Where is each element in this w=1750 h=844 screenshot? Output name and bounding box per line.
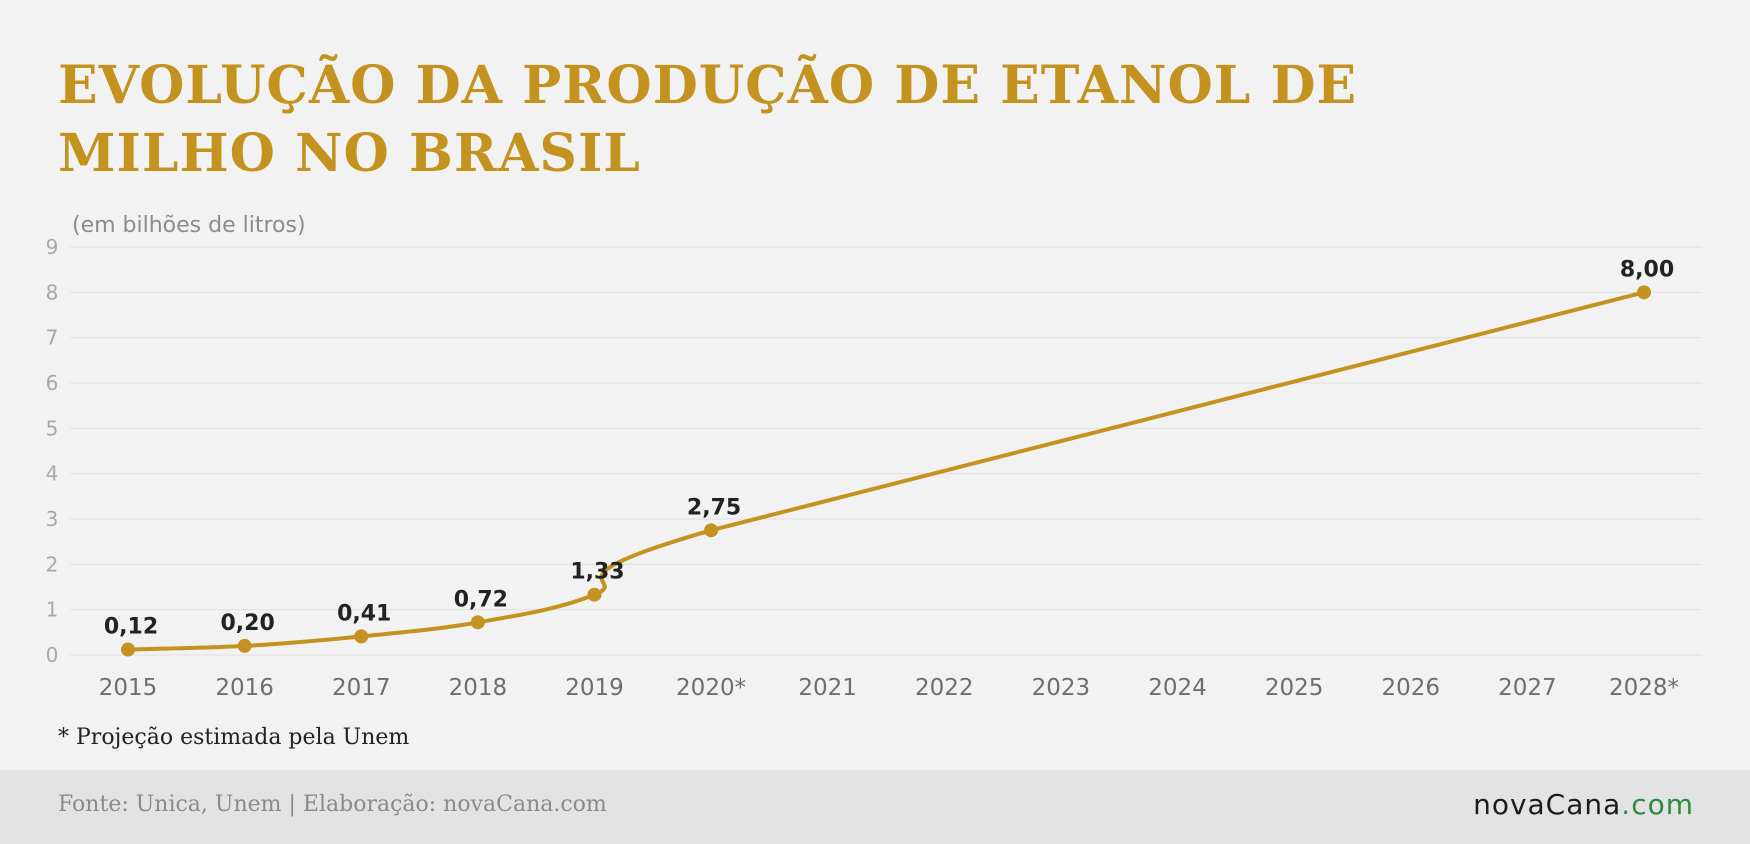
x-tick-label: 2025 bbox=[1265, 675, 1324, 701]
x-tick-label: 2023 bbox=[1032, 675, 1091, 701]
y-tick-label: 1 bbox=[46, 598, 59, 622]
data-point bbox=[121, 642, 135, 657]
grid-lines bbox=[70, 246, 1702, 656]
x-tick-label: 2015 bbox=[99, 675, 158, 701]
data-points bbox=[121, 285, 1651, 657]
x-tick-label: 2026 bbox=[1381, 675, 1440, 701]
source-text: Fonte: Unica, Unem | Elaboração: novaCan… bbox=[58, 792, 607, 817]
y-tick-label: 7 bbox=[46, 326, 59, 350]
logo-suffix: .com bbox=[1621, 788, 1694, 821]
data-labels: 0,12 0,20 0,41 0,72 1,33 2,75 8,00 bbox=[104, 257, 1674, 639]
x-tick-label: 2016 bbox=[215, 675, 274, 701]
y-tick-label: 3 bbox=[46, 507, 59, 531]
data-point bbox=[237, 638, 252, 653]
x-tick-label: 2020* bbox=[676, 675, 746, 701]
data-label: 0,72 bbox=[454, 587, 508, 612]
data-point bbox=[470, 615, 485, 630]
y-tick-label: 4 bbox=[46, 462, 59, 486]
data-label: 0,20 bbox=[220, 611, 274, 636]
data-label: 0,12 bbox=[104, 615, 158, 640]
y-tick-label: 2 bbox=[46, 552, 59, 576]
x-tick-label: 2027 bbox=[1498, 675, 1557, 701]
x-tick-label: 2024 bbox=[1148, 675, 1207, 701]
y-tick-label: 9 bbox=[46, 235, 59, 259]
y-tick-label: 5 bbox=[46, 416, 59, 440]
data-point bbox=[587, 587, 602, 602]
data-point bbox=[704, 523, 719, 538]
data-label: 8,00 bbox=[1620, 257, 1674, 282]
x-tick-label: 2022 bbox=[915, 675, 974, 701]
x-axis-ticks: 2015 2016 2017 2018 2019 2020* 2021 2022 2023 202… bbox=[99, 675, 1679, 701]
x-tick-label: 2021 bbox=[798, 675, 857, 701]
y-axis-ticks: 0 1 2 3 4 5 6 7 8 9 bbox=[46, 235, 59, 667]
chart-title: EVOLUÇÃO DA PRODUÇÃO DE ETANOL DE MILHO … bbox=[58, 55, 1358, 184]
y-tick-label: 6 bbox=[46, 371, 59, 395]
unit-label: (em bilhões de litros) bbox=[72, 213, 306, 238]
x-tick-label: 2028* bbox=[1609, 675, 1679, 701]
series-line bbox=[126, 290, 1646, 652]
x-tick-label: 2017 bbox=[332, 675, 391, 701]
data-label: 1,33 bbox=[570, 560, 624, 585]
data-label: 0,41 bbox=[337, 601, 391, 626]
footer: Fonte: Unica, Unem | Elaboração: novaCan… bbox=[0, 770, 1750, 844]
logo-main: novaCana bbox=[1473, 788, 1622, 821]
y-tick-label: 8 bbox=[46, 280, 59, 304]
x-tick-label: 2018 bbox=[449, 675, 508, 701]
novacana-logo: novaCana.com bbox=[1473, 788, 1694, 821]
projection-note: * Projeção estimada pela Unem bbox=[58, 725, 410, 750]
data-point bbox=[1637, 285, 1651, 300]
x-tick-label: 2019 bbox=[565, 675, 624, 701]
data-point bbox=[354, 629, 369, 644]
y-tick-label: 0 bbox=[46, 643, 59, 667]
data-label: 2,75 bbox=[687, 495, 741, 520]
